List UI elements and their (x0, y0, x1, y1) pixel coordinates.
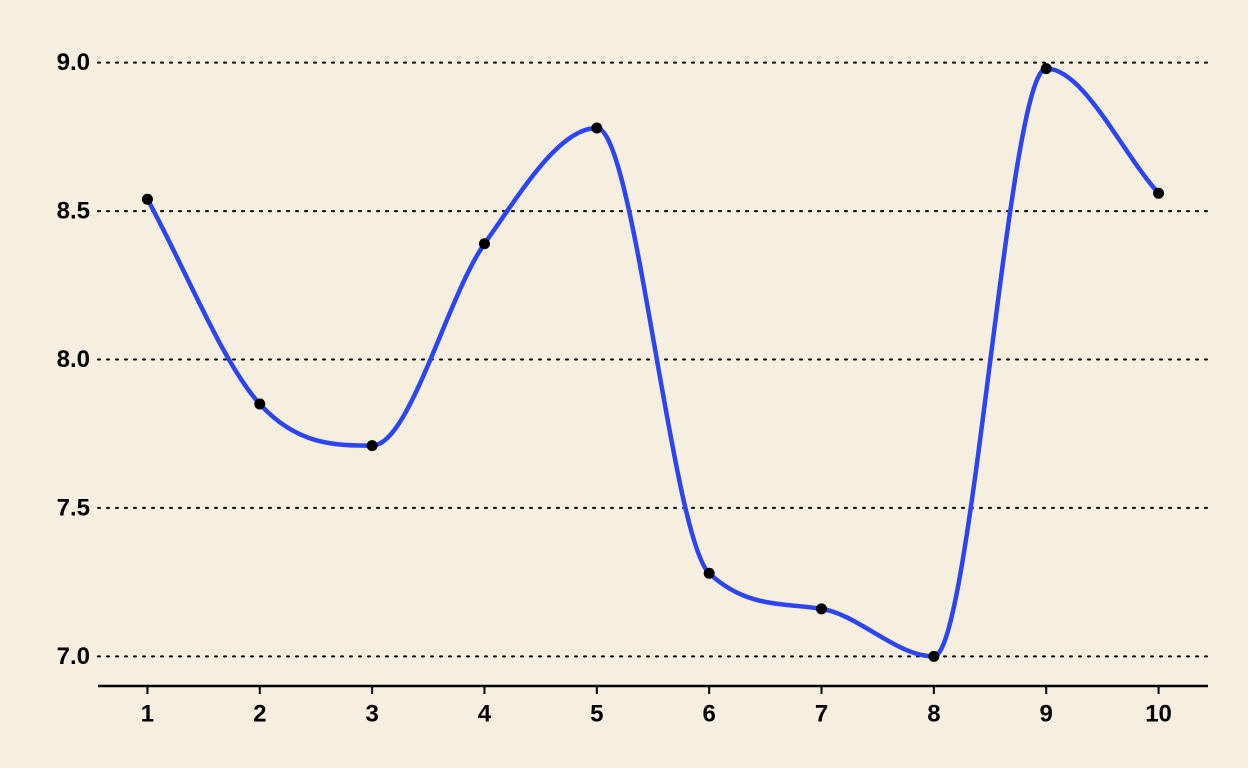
x-tick-label-0: 1 (141, 701, 154, 728)
x-tick-label-2: 3 (365, 701, 378, 728)
y-tick-label-0: 7.0 (57, 643, 90, 670)
data-point-7 (928, 650, 940, 662)
data-point-0 (141, 193, 153, 205)
y-tick-label-1: 7.5 (57, 494, 90, 521)
data-point-5 (703, 567, 715, 579)
series-line-0 (145, 66, 1161, 659)
y-tick-label-4: 9.0 (57, 49, 90, 76)
x-axis-tick-labels: 1 2 3 4 5 6 7 8 9 10 (141, 701, 1172, 728)
series-lines (145, 66, 1161, 659)
y-tick-label-3: 8.5 (57, 198, 90, 225)
x-tick-label-4: 5 (590, 701, 603, 728)
x-axis (98, 684, 1208, 694)
data-point-8 (1040, 63, 1052, 75)
x-tick-label-6: 7 (815, 701, 828, 728)
data-point-6 (816, 603, 828, 615)
data-point-1 (254, 398, 266, 410)
x-tick-label-5: 6 (702, 701, 715, 728)
data-point-2 (366, 440, 378, 452)
data-point-4 (591, 122, 603, 134)
x-tick-label-7: 8 (927, 701, 940, 728)
x-tick-label-8: 9 (1040, 701, 1053, 728)
y-tick-label-2: 8.0 (57, 346, 90, 373)
x-tick-label-9: 10 (1145, 701, 1172, 728)
data-point-3 (478, 238, 490, 250)
data-point-9 (1153, 187, 1165, 199)
data-points (141, 63, 1165, 662)
x-tick-label-1: 2 (253, 701, 266, 728)
x-tick-label-3: 4 (478, 701, 492, 728)
y-axis-tick-labels: 7.0 7.5 8.0 8.5 9.0 (57, 49, 90, 670)
